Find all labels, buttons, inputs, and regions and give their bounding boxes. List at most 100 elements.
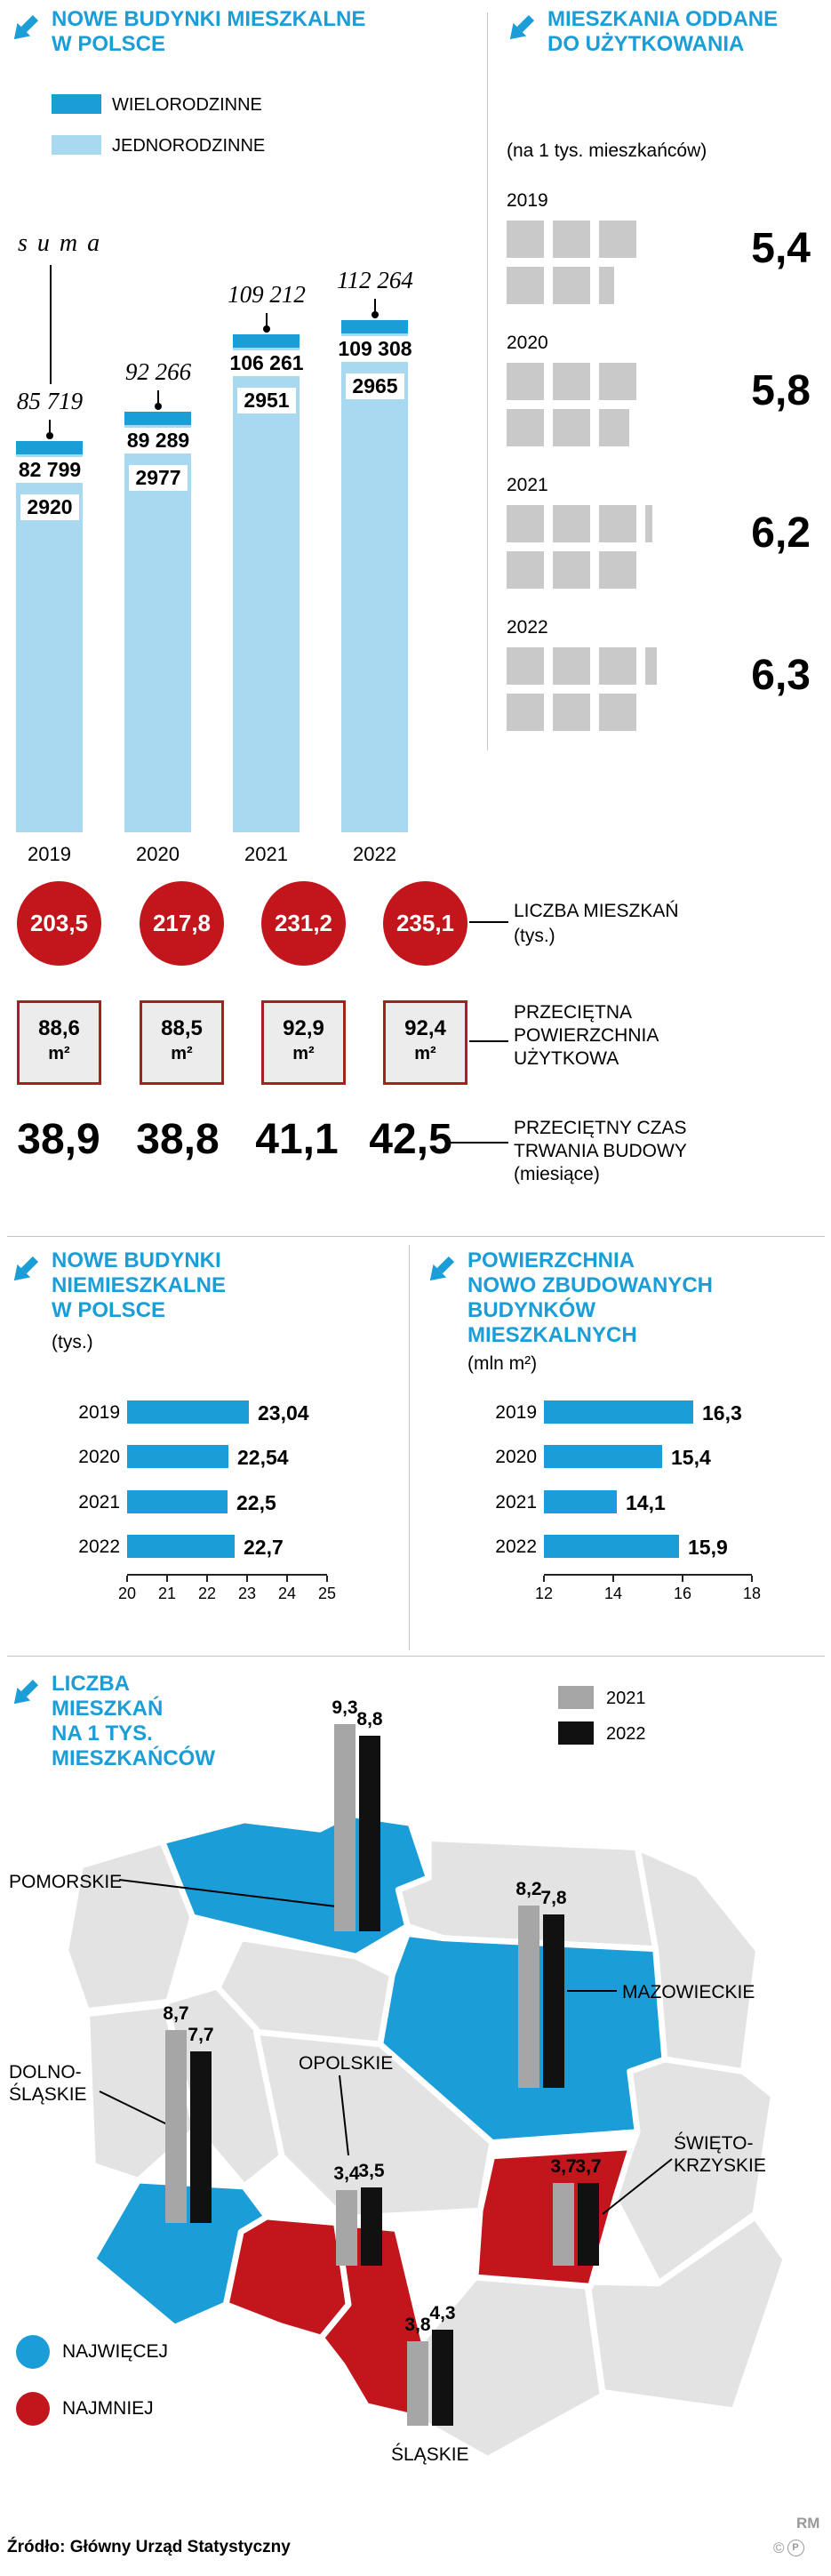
- hbar-ticklabel-powierzchnia-nowo-zbudowanych: 14: [603, 1585, 623, 1602]
- pictogram-square: [599, 409, 629, 446]
- mapbar-value-2022-ŚLĄSKIE: 4,3: [429, 2303, 456, 2323]
- stacked-bar-dot-2019: [46, 432, 53, 439]
- hbar-bar-nowe-budynki-niemieszkalne-2019: [127, 1400, 249, 1424]
- hbar-year-nowe-budynki-niemieszkalne-2021: 2021: [78, 1492, 120, 1513]
- label-liczba-mieszkan-line2: (tys.): [514, 926, 555, 946]
- s2-right-title-line3: BUDYNKÓW: [467, 1298, 595, 1322]
- legend-najwiecej-dot: [16, 2335, 50, 2369]
- stacked-bar-leader-2019: [49, 420, 51, 434]
- leader-powierzchnia-uzytkowa: [469, 1040, 508, 1042]
- stacked-bar-dot-2022: [372, 311, 379, 318]
- s2-left-title-line1: NOWE BUDYNKI: [52, 1248, 221, 1272]
- section2-left-arrow-icon: [13, 1256, 39, 1281]
- stacked-bar-value-wielorodzinne-2021: 2951: [196, 388, 338, 413]
- s2-right-title-line1: POWIERZCHNIA: [467, 1248, 635, 1272]
- hbar-bar-powierzchnia-nowo-zbudowanych-2020: [544, 1445, 662, 1468]
- pictogram-square: [599, 267, 614, 304]
- legend-2022-swatch: [558, 1721, 594, 1745]
- mapbar-2022-OPOLSKIE: [361, 2187, 382, 2266]
- map-label-dolnoslaskie: DOLNO- ŚLĄSKIE: [9, 2061, 87, 2106]
- s2-left-title-line3: W POLSCE: [52, 1298, 166, 1322]
- stacked-bar-wielorodzinne-2020: [124, 412, 191, 425]
- label-powierzchnia-line1: PRZECIĘTNA: [514, 1002, 633, 1023]
- hbar-tick-nowe-budynki-niemieszkalne: [246, 1576, 248, 1582]
- stacked-bar-wielorodzinne-2021: [233, 334, 300, 348]
- pictogram-square: [507, 221, 544, 258]
- label-czas-line1: PRZECIĘTNY CZAS: [514, 1118, 687, 1138]
- s1-right-title-line1: MIESZKANIA ODDANE: [547, 7, 779, 31]
- square-powierzchnia-2: 92,9 m²: [261, 1000, 346, 1085]
- pictogram-square: [553, 551, 590, 589]
- pictogram-year-2022: 2022: [507, 617, 548, 638]
- suma-leader-line: [50, 265, 52, 384]
- hbar-tick-nowe-budynki-niemieszkalne: [166, 1576, 168, 1582]
- legend-jednorodzinne-label: JEDNORODZINNE: [112, 136, 266, 156]
- divider-vertical-s2: [409, 1245, 410, 1650]
- stacked-bar-total-2020: 92 266: [124, 358, 192, 385]
- stacked-bar-leader-2021: [266, 313, 268, 327]
- divider-vertical-s1: [487, 12, 488, 750]
- stacked-bar-year-2022: 2022: [353, 843, 396, 865]
- square-powierzchnia-1: 88,5 m²: [140, 1000, 224, 1085]
- hbar-tick-nowe-budynki-niemieszkalne: [206, 1576, 208, 1582]
- mapbar-value-2021-DOLNOŚLĄSKIE: 8,7: [163, 2003, 189, 2024]
- s3-title-line1: LICZBA: [52, 1672, 130, 1696]
- section1-left-arrow-icon: [13, 14, 39, 40]
- pictogram-square: [599, 694, 636, 731]
- p-circle-icon: P: [787, 2540, 804, 2556]
- rm-mark: RM: [796, 2515, 820, 2532]
- hbar-bar-nowe-budynki-niemieszkalne-2021: [127, 1490, 228, 1513]
- stacked-bar-year-2021: 2021: [244, 843, 288, 865]
- pictogram-year-2019: 2019: [507, 190, 548, 211]
- legend-2021-label: 2021: [606, 1689, 646, 1708]
- square-powierzchnia-3: 92,4 m²: [383, 1000, 467, 1085]
- pictogram-square: [599, 505, 636, 542]
- legend-jednorodzinne-swatch: [52, 135, 101, 155]
- number-czas-budowy-3: 42,5: [369, 1116, 452, 1163]
- pictogram-square: [599, 221, 636, 258]
- s1-left-title-line2: W POLSCE: [52, 32, 166, 56]
- hbar-value-powierzchnia-nowo-zbudowanych-2020: 15,4: [671, 1446, 711, 1469]
- stacked-bar-value-jednorodzinne-2022: 109 308: [304, 336, 446, 362]
- stacked-bar-total-2019: 85 719: [16, 388, 84, 414]
- s2-left-title-line2: NIEMIESZKALNE: [52, 1273, 227, 1297]
- hbar-tick-nowe-budynki-niemieszkalne: [286, 1576, 288, 1582]
- mapbar-2022-ŚLĄSKIE: [432, 2330, 453, 2426]
- pictogram-square: [507, 505, 544, 542]
- hbar-year-powierzchnia-nowo-zbudowanych-2020: 2020: [495, 1447, 537, 1467]
- mapbar-value-2022-POMORSKIE: 8,8: [356, 1709, 383, 1729]
- circle-liczba-mieszkan-1: 217,8: [140, 881, 224, 966]
- stacked-bar-year-2020: 2020: [136, 843, 180, 865]
- hbar-ticklabel-nowe-budynki-niemieszkalne: 20: [117, 1585, 137, 1602]
- suma-label: s u m a: [18, 229, 102, 257]
- pictogram-square: [599, 363, 636, 400]
- hbar-ticklabel-nowe-budynki-niemieszkalne: 21: [157, 1585, 177, 1602]
- stacked-bar-wielorodzinne-2022: [341, 320, 408, 333]
- hbar-year-powierzchnia-nowo-zbudowanych-2019: 2019: [495, 1402, 537, 1423]
- map-label-opolskie: OPOLSKIE: [299, 2053, 394, 2074]
- stacked-bar-jednorodzinne-2022: [341, 320, 408, 832]
- s3-title: LICZBA MIESZKAŃ NA 1 TYS. MIESZKAŃCÓW: [52, 1672, 215, 1771]
- number-czas-budowy-1: 38,8: [136, 1116, 220, 1163]
- region-slaskie: [318, 2219, 427, 2420]
- hbar-ticklabel-nowe-budynki-niemieszkalne: 23: [237, 1585, 257, 1602]
- pictogram-square: [507, 409, 544, 446]
- legend-najmniej-dot: [16, 2392, 50, 2426]
- stacked-bar-value-wielorodzinne-2022: 2965: [304, 373, 446, 399]
- pictogram-year-2020: 2020: [507, 333, 548, 353]
- circle-liczba-mieszkan-0: 203,5: [17, 881, 101, 966]
- hbar-ticklabel-nowe-budynki-niemieszkalne: 24: [277, 1585, 297, 1602]
- mapbar-2021-POMORSKIE: [334, 1724, 356, 1931]
- pictogram-value-2021: 6,2: [751, 510, 811, 557]
- stacked-bar-year-2019: 2019: [28, 843, 71, 865]
- section3-arrow-icon: [13, 1679, 39, 1705]
- region-podkarpackie: [584, 2213, 789, 2414]
- hbar-year-nowe-budynki-niemieszkalne-2022: 2022: [78, 1537, 120, 1557]
- s1-right-title-line2: DO UŻYTKOWANIA: [547, 32, 745, 56]
- pictogram-square: [553, 267, 590, 304]
- mapbar-2021-OPOLSKIE: [336, 2190, 357, 2266]
- map-label-pomorskie: POMORSKIE: [9, 1872, 123, 1892]
- map-label-swietokrzyskie-line2: KRZYSKIE: [674, 2155, 766, 2176]
- s1-left-title: NOWE BUDYNKI MIESZKALNE W POLSCE: [52, 7, 365, 57]
- hbar-ticklabel-powierzchnia-nowo-zbudowanych: 18: [742, 1585, 762, 1602]
